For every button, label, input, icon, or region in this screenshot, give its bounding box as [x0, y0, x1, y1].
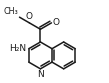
Text: O: O — [53, 18, 60, 27]
Text: H₂N: H₂N — [9, 44, 26, 53]
Text: N: N — [37, 70, 44, 79]
Text: O: O — [25, 12, 32, 21]
Text: CH₃: CH₃ — [4, 7, 19, 16]
